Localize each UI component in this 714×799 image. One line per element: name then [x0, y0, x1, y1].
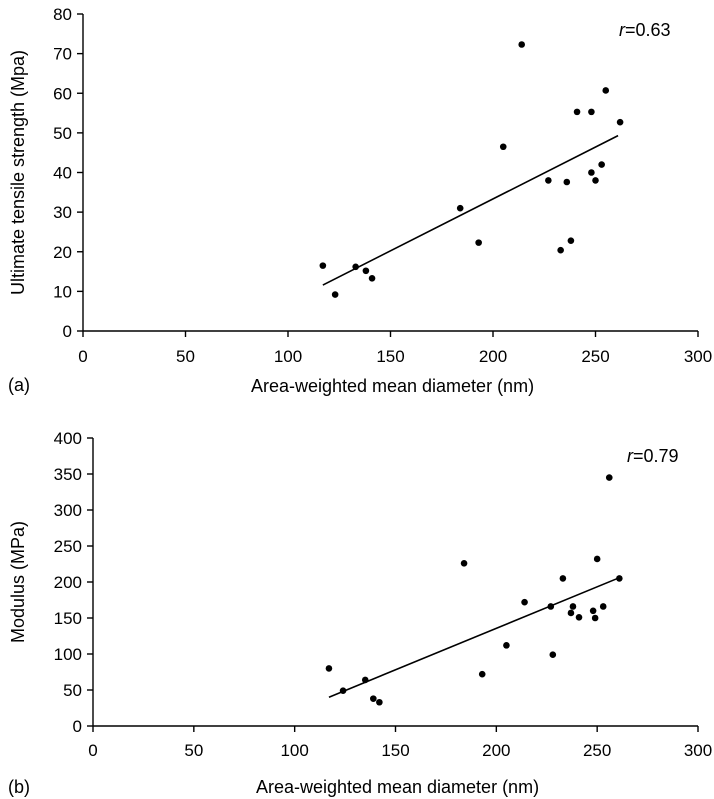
panel-label: (b): [8, 777, 30, 797]
x-tick-label: 250: [581, 347, 609, 366]
data-point: [549, 651, 557, 659]
data-point: [605, 474, 613, 481]
x-tick-label: 0: [78, 347, 87, 366]
correlation-annotation: r=0.79: [627, 446, 679, 466]
y-tick-label: 0: [63, 322, 72, 341]
correlation-value: =0.63: [625, 20, 671, 40]
data-point: [563, 178, 571, 186]
data-point: [591, 614, 599, 622]
y-tick-label: 40: [53, 164, 72, 183]
x-tick-label: 300: [684, 347, 712, 366]
x-tick-label: 200: [479, 347, 507, 366]
data-point: [460, 559, 468, 567]
correlation-annotation: r=0.63: [619, 20, 671, 40]
y-tick-label: 400: [54, 429, 82, 448]
x-tick-label: 50: [184, 741, 203, 760]
y-tick-label: 20: [53, 243, 72, 262]
x-tick-label: 200: [482, 741, 510, 760]
data-point: [518, 41, 525, 48]
data-point: [352, 263, 359, 271]
data-point: [456, 204, 464, 212]
x-tick-label: 50: [176, 347, 195, 366]
data-point: [339, 687, 347, 695]
chart-panel-b: 0 50 100 150 200 250 300 0 50 100 150 200 250 300 350 4…: [8, 429, 712, 797]
data-point: [598, 161, 605, 168]
y-tick-label: 30: [53, 203, 72, 222]
x-tick-label: 100: [280, 741, 308, 760]
data-point: [319, 262, 327, 269]
correlation-symbol: r: [619, 20, 626, 40]
regression-line: [328, 576, 620, 698]
y-tick-label: 300: [54, 501, 82, 520]
y-axis-title: Ultimate tensile strength (Mpa): [8, 50, 28, 295]
y-tick-label: 70: [53, 45, 72, 64]
data-point: [588, 169, 595, 176]
data-point: [559, 575, 567, 582]
data-point: [616, 118, 624, 126]
correlation-symbol: r: [627, 446, 634, 466]
y-tick-label: 150: [54, 609, 82, 628]
y-tick-label: 50: [53, 124, 72, 143]
x-tick-label: 150: [376, 347, 404, 366]
y-tick-label: 80: [53, 5, 72, 24]
data-point: [499, 143, 507, 151]
data-point: [569, 603, 577, 610]
data-point: [557, 246, 564, 254]
data-point: [361, 676, 369, 684]
data-point: [331, 291, 339, 298]
data-point: [616, 575, 623, 582]
data-point: [573, 108, 581, 116]
data-point: [503, 642, 510, 649]
x-tick-label: 250: [583, 741, 611, 760]
data-point: [325, 665, 333, 672]
data-point: [547, 603, 555, 610]
data-point: [588, 108, 595, 116]
x-tick-label: 150: [381, 741, 409, 760]
correlation-value: =0.79: [633, 446, 679, 466]
chart-panel-a: 0 50 100 150 200 250 300 0 10 20 30 40 50 60 70 80 Area-…: [8, 5, 712, 396]
y-tick-label: 0: [73, 717, 82, 736]
data-point: [478, 670, 486, 678]
y-tick-label: 100: [54, 645, 82, 664]
data-point: [593, 555, 601, 563]
x-tick-label: 100: [274, 347, 302, 366]
y-tick-label: 60: [53, 84, 72, 103]
y-tick-label: 200: [54, 573, 82, 592]
y-tick-label: 350: [54, 465, 82, 484]
x-tick-label: 300: [684, 741, 712, 760]
x-tick-label: 0: [88, 741, 97, 760]
data-point: [521, 598, 528, 606]
y-axis-title: Modulus (MPa): [8, 521, 28, 643]
y-tick-label: 50: [63, 681, 82, 700]
data-point: [370, 695, 377, 702]
data-point: [592, 177, 599, 184]
data-point: [567, 237, 575, 244]
data-point: [589, 607, 597, 615]
regression-line: [322, 134, 619, 286]
data-point: [376, 698, 383, 706]
data-point: [545, 177, 552, 184]
data-point: [602, 87, 610, 94]
data-point: [575, 613, 583, 621]
y-tick-label: 250: [54, 537, 82, 556]
panel-label: (a): [8, 375, 30, 395]
data-point: [362, 267, 370, 275]
data-point: [599, 603, 607, 610]
x-axis-title: Area-weighted mean diameter (nm): [256, 777, 539, 797]
data-point: [475, 239, 482, 246]
data-point: [368, 274, 376, 282]
data-point: [567, 609, 575, 617]
x-axis-title: Area-weighted mean diameter (nm): [251, 376, 534, 396]
y-tick-label: 10: [53, 282, 72, 301]
